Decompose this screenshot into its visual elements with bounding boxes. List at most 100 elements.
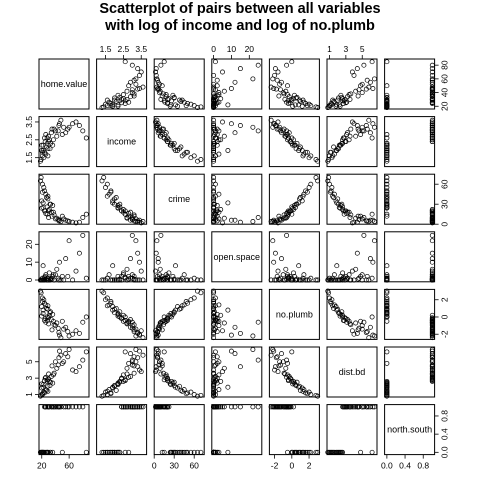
point-r5-c3-36 [213, 378, 219, 384]
point-r0-c4-44 [304, 103, 310, 109]
point-r6-c2-4 [175, 449, 180, 455]
point-r2-c0-29 [37, 178, 43, 184]
point-r2-c6-37 [384, 201, 390, 207]
point-r2-c3-29 [211, 178, 217, 184]
point-r2-c4-37 [293, 201, 299, 207]
point-r0-c6-29 [384, 105, 390, 111]
point-r1-c6-42 [384, 140, 390, 146]
point-r1-c0-11 [73, 119, 79, 125]
point-r3-c0-40 [61, 277, 67, 283]
point-r0-c2-29 [195, 105, 200, 111]
point-r3-c6-40 [429, 277, 435, 283]
bottom-tick-label: 0.0 [381, 461, 393, 471]
point-r6-c2-28 [170, 449, 176, 455]
point-r6-c5-42 [340, 449, 346, 455]
point-r5-c2-42 [169, 378, 174, 384]
point-r5-c6-29 [384, 393, 390, 399]
point-r6-c5-13 [369, 449, 375, 455]
point-r5-c3-44 [211, 391, 217, 397]
point-r0-c4-27 [268, 84, 274, 90]
point-r5-c1-27 [140, 352, 146, 358]
point-r3-c4-39 [271, 259, 277, 265]
point-r1-c5-44 [327, 149, 333, 155]
point-r6-c0-11 [73, 404, 79, 410]
point-r6-c0-44 [39, 449, 45, 455]
point-r0-c4-43 [272, 66, 278, 72]
point-r2-c1-29 [99, 178, 105, 184]
point-r0-c5-22 [335, 97, 341, 103]
point-r2-c5-35 [337, 205, 343, 211]
point-r5-c4-11 [275, 369, 281, 375]
point-r6-c2-34 [162, 404, 168, 410]
bottom-tick-label: 2 [307, 461, 312, 471]
point-r5-c0-40 [61, 359, 67, 365]
point-r4-c5-13 [369, 314, 375, 320]
point-r5-c6-44 [384, 391, 390, 397]
point-r0-c4-3 [292, 102, 298, 108]
right-tick-label: 60 [440, 74, 450, 84]
point-r1-c2-38 [179, 153, 185, 159]
point-r0-c3-30 [225, 102, 231, 108]
point-r2-c3-44 [211, 189, 217, 195]
point-r0-c1-37 [112, 95, 117, 101]
point-r0-c5-35 [337, 103, 343, 109]
panel-r0-c3 [211, 58, 263, 110]
point-r6-c5-29 [325, 449, 331, 455]
point-r3-c1-42 [117, 277, 123, 283]
point-r4-c0-6 [52, 323, 58, 329]
point-r1-c3-11 [220, 119, 225, 125]
panel-r6-c4 [268, 404, 320, 456]
point-r3-c4-20 [306, 277, 312, 283]
point-r0-c6-28 [384, 92, 390, 98]
point-r5-c3-43 [237, 364, 243, 370]
point-r5-c3-26 [221, 365, 227, 371]
point-r1-c0-32 [55, 128, 61, 134]
point-r4-c3-38 [212, 303, 218, 309]
point-r2-c6-43 [429, 219, 435, 225]
point-r1-c4-44 [304, 149, 310, 155]
point-r4-c1-43 [135, 330, 141, 336]
point-r2-c6-42 [384, 204, 390, 210]
point-r2-c5-33 [364, 218, 370, 224]
point-r2-c0-13 [83, 211, 89, 217]
point-r0-c4-36 [285, 101, 291, 106]
point-r2-c3-30 [225, 200, 231, 206]
panel-r5-c6 [384, 346, 436, 398]
point-r0-c3-41 [216, 92, 222, 98]
point-r6-c3-40 [211, 404, 217, 410]
point-r5-c1-29 [99, 393, 105, 399]
point-r5-c4-27 [268, 352, 274, 358]
point-r1-c3-26 [221, 133, 227, 139]
point-r1-c5-36 [340, 135, 346, 141]
point-r3-c1-8 [128, 256, 133, 262]
point-r5-c0-12 [80, 357, 86, 363]
left-tick-label: 20 [24, 239, 34, 249]
point-r2-c0-19 [38, 175, 44, 180]
point-r5-c2-44 [183, 391, 189, 397]
point-r0-c3-8 [232, 79, 238, 85]
point-r5-c4-42 [289, 378, 295, 384]
point-r2-c3-40 [211, 216, 217, 222]
point-r0-c3-13 [212, 59, 218, 65]
point-r0-c5-43 [354, 66, 360, 72]
point-r4-c5-38 [330, 303, 336, 309]
point-r1-c6-40 [429, 124, 435, 130]
point-r5-c6-13 [384, 349, 390, 355]
point-r2-c0-44 [39, 189, 45, 195]
point-r5-c0-33 [65, 354, 71, 360]
point-r0-c5-30 [334, 102, 340, 108]
point-r3-c2-41 [163, 272, 169, 278]
point-r6-c0-29 [37, 449, 43, 455]
point-r5-c0-0 [49, 363, 55, 369]
point-r1-c5-11 [349, 119, 355, 125]
point-r0-c3-40 [211, 81, 217, 87]
point-r0-c3-39 [228, 86, 234, 91]
point-r0-c3-42 [211, 98, 217, 104]
point-r0-c1-32 [129, 87, 135, 93]
bottom-tick-label: -2 [271, 461, 279, 471]
point-r4-c1-11 [138, 328, 144, 334]
point-r2-c1-25 [131, 212, 137, 218]
point-r4-c5-37 [336, 310, 341, 316]
panel-r4-c5 [326, 288, 378, 340]
point-r5-c1-26 [124, 365, 130, 371]
